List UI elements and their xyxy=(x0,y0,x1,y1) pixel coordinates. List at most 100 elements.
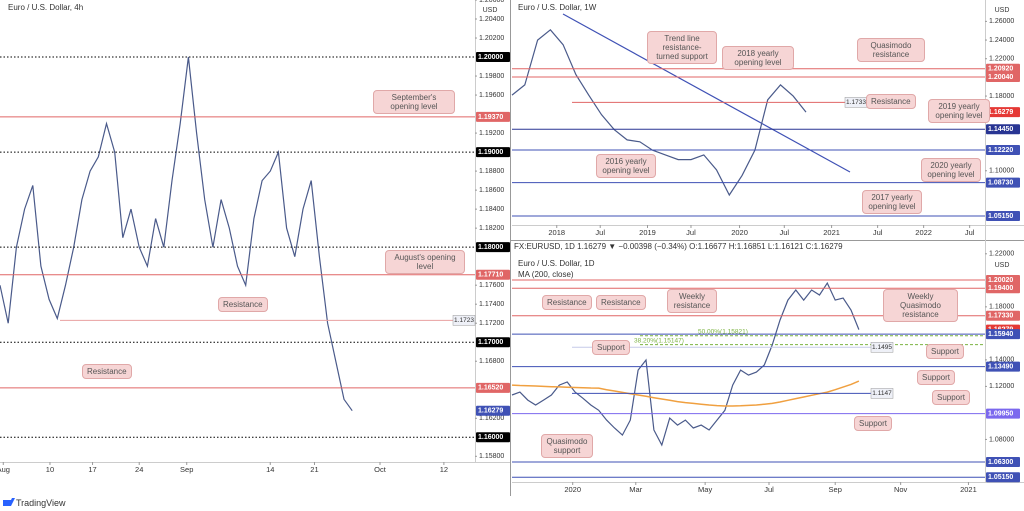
level-tag xyxy=(476,147,510,158)
level-tag-label: 1.20020 xyxy=(988,277,1013,284)
y-tick-label: 1.19800 xyxy=(479,73,504,80)
brand: TradingView xyxy=(16,498,66,508)
x-tick-label: Jul xyxy=(873,228,883,237)
level-tag xyxy=(476,269,510,280)
level-tag-label: 1.16000 xyxy=(478,434,503,441)
x-tick-label: 21 xyxy=(310,465,318,474)
x-tick-label: Aug xyxy=(0,465,10,474)
x-tick-label: 12 xyxy=(440,465,448,474)
y-tick-label: 1.15800 xyxy=(479,453,504,460)
x-tick-label: Oct xyxy=(374,465,387,474)
annotation: 2019 yearly opening level xyxy=(928,99,990,123)
level-tag xyxy=(986,329,1020,340)
level-tag-label: 1.18000 xyxy=(478,244,503,251)
level-tag xyxy=(986,456,1020,467)
annotation: 2020 yearly opening level xyxy=(921,158,981,182)
y-tick-label: 1.18000 xyxy=(989,304,1014,311)
annotation: Support xyxy=(592,340,631,355)
level-tag xyxy=(986,408,1020,419)
level-tag xyxy=(986,472,1020,483)
level-tag-label: 1.20920 xyxy=(988,66,1013,73)
price-tag xyxy=(452,315,476,326)
currency: USD xyxy=(995,262,1010,269)
x-tick-label: Jul xyxy=(686,228,696,237)
level-tag xyxy=(986,361,1020,372)
y-tick-label: 1.26000 xyxy=(989,18,1014,25)
level-tag-label: 1.14450 xyxy=(988,126,1013,133)
y-tick-label: 1.16800 xyxy=(479,358,504,365)
level-tag-label: 1.17710 xyxy=(478,272,503,279)
annotation: Weekly Quasimodo resistance xyxy=(883,289,958,322)
y-tick-label: 1.10000 xyxy=(989,168,1014,175)
annotation: 2016 yearly opening level xyxy=(596,154,656,178)
y-tick-label: 1.19200 xyxy=(479,130,504,137)
y-tick-label: 1.24000 xyxy=(989,37,1014,44)
level-tag-label: 1.20000 xyxy=(478,54,503,61)
x-tick-label: Jul xyxy=(764,485,774,494)
level-tag xyxy=(476,111,510,122)
y-tick-label: 1.20400 xyxy=(479,16,504,23)
x-tick-label: Mar xyxy=(629,485,642,494)
x-tick-label: 2020 xyxy=(731,228,748,237)
level-tag xyxy=(986,310,1020,321)
level-tag xyxy=(986,211,1020,222)
annotation: Resistance xyxy=(596,295,646,310)
panel-title: Euro / U.S. Dollar, 4h xyxy=(8,3,83,12)
moving-average xyxy=(511,380,860,407)
currency: USD xyxy=(483,7,498,14)
annotation: Quasimodo support xyxy=(541,434,593,458)
price-tag-label: 1.1495 xyxy=(872,344,892,351)
level-tag-label: 1.12220 xyxy=(988,147,1013,154)
level-tag xyxy=(476,242,510,253)
level-tag-label: 1.13490 xyxy=(988,363,1013,370)
x-tick-label: 2020 xyxy=(564,485,581,494)
level-tag xyxy=(986,177,1020,188)
y-tick-label: 1.18400 xyxy=(479,206,504,213)
level-tag-label: 1.20040 xyxy=(988,74,1013,81)
level-tag-label: 1.19000 xyxy=(478,149,503,156)
price-tag xyxy=(870,388,894,399)
level-tag-label: 1.19400 xyxy=(988,285,1013,292)
y-tick-label: 1.18000 xyxy=(989,93,1014,100)
annotation: Support xyxy=(854,416,893,431)
y-tick-label: 1.17600 xyxy=(479,282,504,289)
level-tag xyxy=(986,145,1020,156)
level-tag xyxy=(986,275,1020,286)
annotation: Support xyxy=(917,370,956,385)
level-tag-label: 1.16279 xyxy=(988,109,1013,116)
annotation: Resistance xyxy=(218,297,268,312)
annotation: Quasimodo resistance xyxy=(857,38,925,62)
x-tick-label: 2019 xyxy=(639,228,656,237)
level-tag-label: 1.05150 xyxy=(988,474,1013,481)
legend-entry: MA (200, close) xyxy=(518,270,574,279)
annotation: 2017 yearly opening level xyxy=(862,190,922,214)
level-tag-label: 1.08730 xyxy=(988,179,1013,186)
x-tick-label: Jul xyxy=(965,228,975,237)
x-tick-label: Nov xyxy=(894,485,908,494)
annotation: Trend line resistance-turned support xyxy=(647,31,717,64)
x-tick-label: 2021 xyxy=(823,228,840,237)
level-tag-label: 1.16279 xyxy=(478,408,503,415)
price-line xyxy=(511,28,807,197)
y-tick-label: 1.16200 xyxy=(479,415,504,422)
price-tag xyxy=(870,342,894,353)
fib-label: 50.00%(1.15821) xyxy=(698,328,748,335)
info-line: FX:EURUSD, 1D 1.16279 ▼ −0.00398 (−0.34%… xyxy=(514,242,843,251)
y-tick-label: 1.18200 xyxy=(479,225,504,232)
panel-title: Euro / U.S. Dollar, 1D xyxy=(518,259,595,268)
y-tick-label: 1.08000 xyxy=(989,436,1014,443)
annotation: Resistance xyxy=(82,364,132,379)
x-tick-label: 2022 xyxy=(915,228,932,237)
annotation: Support xyxy=(926,344,965,359)
y-tick-label: 1.17200 xyxy=(479,320,504,327)
annotation: Resistance xyxy=(866,94,916,109)
brand-logo xyxy=(3,498,15,506)
level-tag-label: 1.17330 xyxy=(988,313,1013,320)
x-tick-label: Sep xyxy=(180,465,193,474)
level-tag-label: 1.19370 xyxy=(478,114,503,121)
level-tag-label: 1.17000 xyxy=(478,339,503,346)
level-tag xyxy=(986,63,1020,74)
x-tick-label: Sep xyxy=(829,485,842,494)
annotation: August's opening level xyxy=(385,250,465,274)
